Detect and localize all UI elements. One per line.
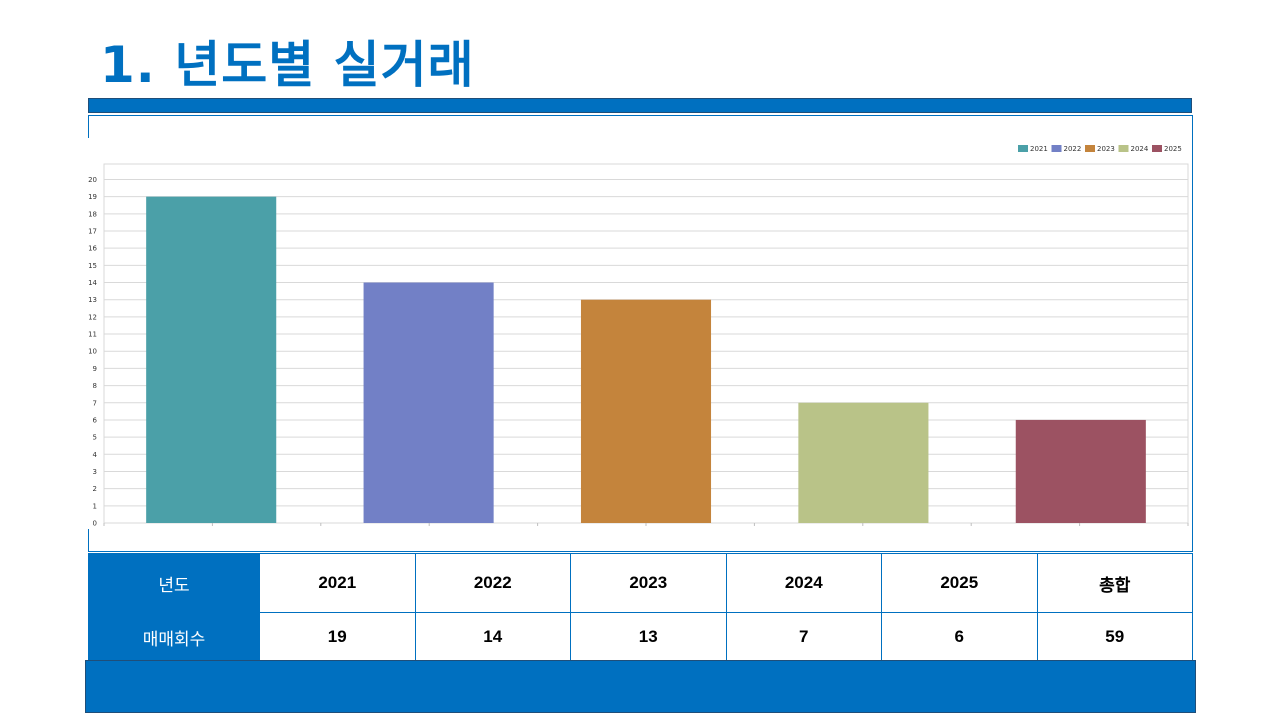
legend-label: 2023 [1097, 145, 1115, 153]
bar-2022 [363, 282, 494, 523]
y-tick-label: 10 [88, 348, 97, 356]
legend-label: 2025 [1164, 145, 1182, 153]
y-tick-label: 9 [93, 365, 97, 373]
y-tick-label: 17 [88, 227, 97, 235]
table-row-years: 년도 2021 2022 2023 2024 2025 총합 [88, 553, 1193, 613]
title-underline-bar [88, 98, 1192, 113]
bar-2024 [798, 402, 929, 523]
y-tick-label: 4 [93, 451, 98, 459]
y-tick-label: 3 [93, 468, 97, 476]
row-header-count: 매매회수 [88, 612, 260, 662]
y-tick-label: 0 [93, 520, 97, 528]
y-tick-label: 14 [88, 279, 97, 287]
count-cell: 13 [570, 612, 727, 662]
y-tick-label: 5 [93, 434, 97, 442]
count-cell: 14 [414, 612, 571, 662]
page-title: 1. 년도별 실거래 [100, 36, 475, 94]
bar-2021 [146, 196, 277, 523]
year-cell: 2025 [881, 553, 1038, 613]
year-cell: 2021 [259, 553, 416, 613]
y-tick-label: 6 [93, 416, 98, 424]
y-tick-label: 15 [88, 262, 97, 270]
total-count-cell: 59 [1036, 612, 1193, 662]
y-tick-label: 7 [93, 399, 97, 407]
count-cell: 19 [259, 612, 416, 662]
row-header-year: 년도 [88, 553, 260, 613]
legend-label: 2022 [1064, 145, 1082, 153]
yearly-trade-table: 년도 2021 2022 2023 2024 2025 총합 매매회수 19 1… [88, 553, 1193, 662]
frame-edge-bottom [88, 529, 89, 551]
legend-swatch [1152, 145, 1162, 152]
count-cell: 6 [881, 612, 1038, 662]
year-cell: 2023 [570, 553, 727, 613]
y-tick-label: 12 [88, 313, 97, 321]
y-tick-label: 18 [88, 210, 97, 218]
year-cell: 2024 [725, 553, 882, 613]
y-tick-label: 8 [93, 382, 97, 390]
chart-panel: 0 1 2 3 4 5 6 7 8 9 10 11 12 13 14 15 16 17 18 19 20 2021 2022… [88, 115, 1193, 552]
year-cell: 2022 [414, 553, 571, 613]
y-tick-label: 19 [88, 193, 97, 201]
total-header-cell: 총합 [1036, 553, 1193, 613]
legend-label: 2024 [1131, 145, 1149, 153]
frame-edge-top [88, 116, 89, 138]
y-tick-label: 11 [88, 331, 97, 339]
footer-bar [85, 660, 1196, 713]
legend-swatch [1118, 145, 1129, 152]
bar-2023 [580, 299, 712, 523]
legend-swatch [1051, 145, 1062, 152]
y-tick-label: 13 [88, 296, 97, 304]
bar-2025 [1015, 419, 1146, 523]
count-cell: 7 [725, 612, 882, 662]
y-tick-label: 1 [93, 502, 97, 510]
y-tick-label: 16 [88, 245, 97, 253]
table-row-counts: 매매회수 19 14 13 7 6 59 [88, 612, 1193, 662]
y-tick-label: 2 [93, 485, 97, 493]
y-tick-label: 20 [88, 176, 97, 184]
legend-swatch [1085, 145, 1095, 152]
legend-label: 2021 [1030, 145, 1048, 153]
legend-swatch [1018, 145, 1028, 152]
